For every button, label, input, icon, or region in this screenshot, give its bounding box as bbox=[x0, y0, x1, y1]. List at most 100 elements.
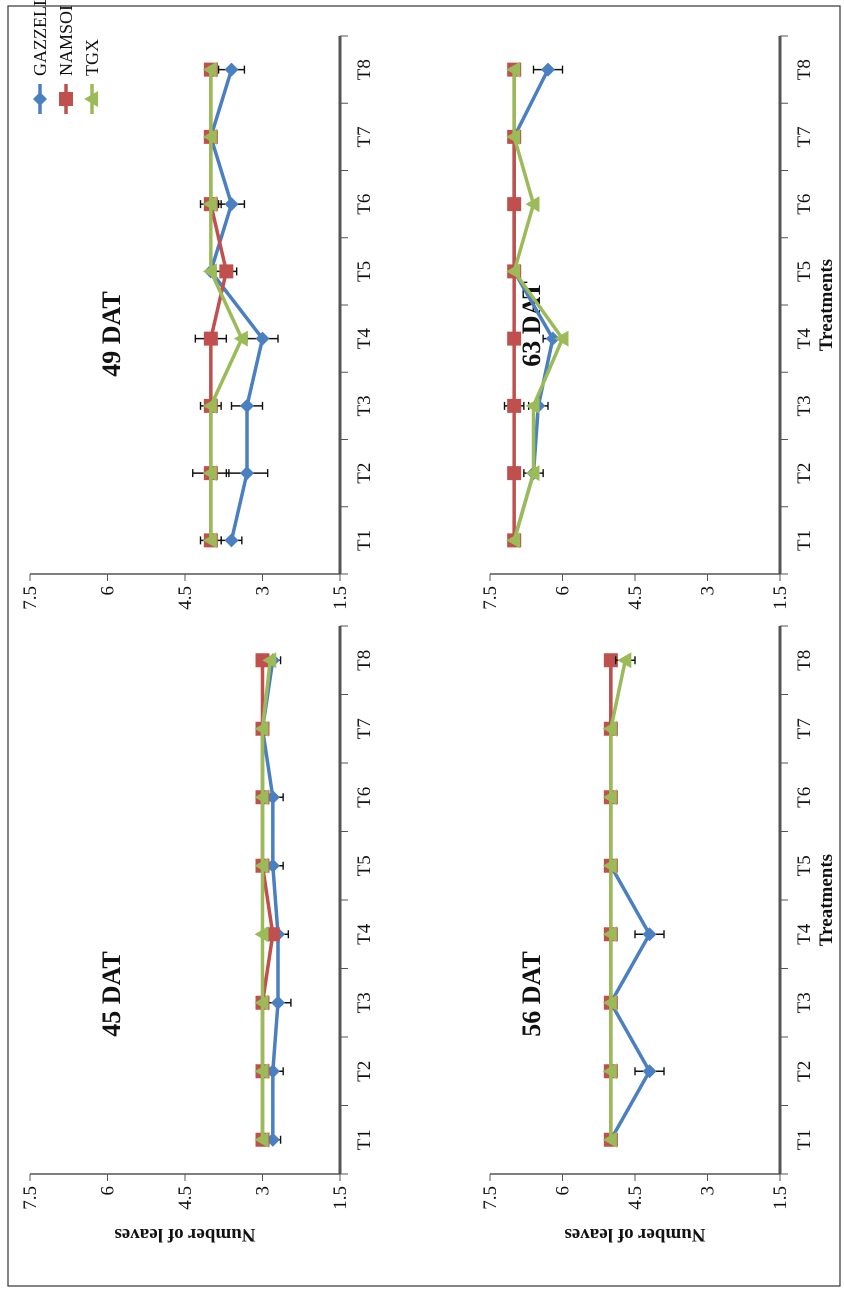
x-tick-label-t2: T2 bbox=[354, 1061, 375, 1082]
x-tick-label-t6: T6 bbox=[794, 194, 815, 215]
x-tick-label-t1: T1 bbox=[354, 530, 375, 551]
data-point-tgx bbox=[202, 465, 217, 482]
data-point-tgx bbox=[254, 1063, 269, 1080]
series-line-tgx bbox=[609, 659, 628, 1140]
y-axis-label: Number of leaves bbox=[114, 1224, 255, 1245]
data-point-gazzelle bbox=[240, 466, 254, 481]
data-point-tgx bbox=[202, 128, 217, 145]
y-tick-label-7-5: 7.5 bbox=[480, 586, 501, 610]
data-point-namsoi bbox=[507, 197, 522, 212]
x-tick-label-t3: T3 bbox=[354, 992, 375, 1013]
data-point-gazzelle bbox=[545, 331, 560, 346]
data-point-tgx bbox=[506, 128, 521, 145]
y-tick-label-6: 6 bbox=[553, 586, 574, 596]
panel-title: 56 DAT bbox=[517, 951, 546, 1036]
data-point-gazzelle bbox=[642, 927, 657, 942]
data-point-tgx bbox=[506, 532, 521, 549]
data-point-tgx bbox=[602, 926, 617, 943]
data-point-gazzelle bbox=[224, 533, 239, 548]
x-tick-label-t8: T8 bbox=[354, 650, 375, 671]
y-tick-label-1-5: 1.5 bbox=[770, 1186, 791, 1210]
y-tick-label-1-5: 1.5 bbox=[330, 1186, 351, 1210]
data-point-tgx bbox=[262, 652, 277, 669]
legend: GAZZELLE NAMSOI TGX bbox=[30, 0, 102, 114]
data-point-tgx bbox=[506, 263, 521, 280]
data-point-tgx bbox=[254, 994, 269, 1011]
y-tick-label-4-5: 4.5 bbox=[625, 586, 646, 610]
series-line-tgx bbox=[512, 69, 565, 541]
y-tick-label-1-5: 1.5 bbox=[770, 586, 791, 610]
data-point-tgx bbox=[202, 532, 217, 549]
data-point-tgx bbox=[617, 652, 632, 669]
data-point-tgx bbox=[254, 1131, 269, 1148]
data-point-gazzelle bbox=[642, 1064, 657, 1079]
legend-label: GAZZELLE bbox=[30, 0, 50, 76]
y-tick-label-6: 6 bbox=[553, 1186, 574, 1196]
data-point-tgx bbox=[525, 196, 540, 213]
y-axis-label: Number of leaves bbox=[564, 1224, 705, 1245]
y-tick-label-3: 3 bbox=[253, 1186, 274, 1196]
y-tick-label-3: 3 bbox=[698, 586, 719, 596]
x-tick-label-t2: T2 bbox=[794, 1061, 815, 1082]
series-line-tgx bbox=[260, 660, 272, 1140]
x-tick-label-t1: T1 bbox=[794, 530, 815, 551]
data-point-tgx bbox=[602, 789, 617, 806]
x-tick-label-t8: T8 bbox=[794, 59, 815, 80]
panel-title: 49 DAT bbox=[97, 291, 126, 376]
data-point-tgx bbox=[602, 994, 617, 1011]
data-point-tgx bbox=[602, 857, 617, 874]
legend-label: TGX bbox=[82, 39, 102, 76]
x-tick-label-t8: T8 bbox=[354, 59, 375, 80]
x-tick-label-t5: T5 bbox=[794, 855, 815, 876]
x-tick-label-t6: T6 bbox=[794, 787, 815, 808]
data-point-tgx bbox=[602, 720, 617, 737]
panel-56-dat: T1 T2 T3 T4 T5 T6 T7 T8 7.5 6 4.5 3 1.5 Number of lea… bbox=[480, 625, 837, 1245]
data-point-namsoi bbox=[265, 927, 280, 942]
x-tick-label-t7: T7 bbox=[794, 718, 815, 739]
legend-entry-tgx: TGX bbox=[82, 39, 102, 114]
data-point-namsoi bbox=[603, 653, 618, 668]
x-axis-label: Treatments bbox=[816, 259, 837, 351]
series-tgx bbox=[506, 61, 569, 549]
data-point-tgx bbox=[202, 397, 217, 414]
y-tick-label-4-5: 4.5 bbox=[175, 1186, 196, 1210]
x-tick-label-t1: T1 bbox=[794, 1129, 815, 1150]
data-point-namsoi bbox=[219, 264, 234, 279]
legend-entry-gazzelle: GAZZELLE bbox=[30, 0, 50, 114]
data-point-gazzelle bbox=[255, 331, 270, 346]
x-tick-label-t1: T1 bbox=[354, 1129, 375, 1150]
data-point-tgx bbox=[554, 330, 569, 347]
data-point-namsoi bbox=[507, 466, 522, 481]
x-tick-label-t2: T2 bbox=[794, 463, 815, 484]
x-tick-label-t4: T4 bbox=[354, 923, 375, 945]
x-tick-label-t6: T6 bbox=[354, 194, 375, 215]
y-tick-label-7-5: 7.5 bbox=[20, 1186, 41, 1210]
y-tick-label-3: 3 bbox=[253, 586, 274, 596]
rotated-figure: T1 T2 T3 T4 T5 T6 T7 T8 7.5 6 4.5 3 1.5 Number of lea… bbox=[20, 0, 837, 1245]
panel-45-dat: T1 T2 T3 T4 T5 T6 T7 T8 7.5 6 4.5 3 1.5 Number of lea… bbox=[20, 625, 375, 1245]
panel-49-dat: T1 T2 T3 T4 T5 T6 T7 T8 7.5 6 4.5 3 1.5 49 DAT bbox=[20, 35, 375, 610]
x-tick-label-t7: T7 bbox=[354, 718, 375, 739]
x-tick-label-t7: T7 bbox=[794, 126, 815, 147]
y-tick-label-7-5: 7.5 bbox=[480, 1186, 501, 1210]
y-tick-label-6: 6 bbox=[98, 586, 119, 596]
data-point-gazzelle bbox=[224, 197, 239, 212]
data-point-tgx bbox=[254, 789, 269, 806]
x-tick-label-t4: T4 bbox=[794, 923, 815, 945]
data-point-gazzelle bbox=[240, 398, 254, 413]
y-tick-label-3: 3 bbox=[698, 1186, 719, 1196]
data-point-tgx bbox=[202, 61, 217, 78]
x-tick-label-t6: T6 bbox=[354, 787, 375, 808]
data-point-gazzelle bbox=[224, 62, 239, 77]
data-point-gazzelle bbox=[541, 62, 555, 77]
data-point-tgx bbox=[525, 465, 540, 482]
data-point-tgx bbox=[602, 1063, 617, 1080]
series-tgx bbox=[254, 652, 277, 1148]
x-tick-label-t3: T3 bbox=[354, 395, 375, 416]
data-point-namsoi bbox=[507, 331, 522, 346]
data-point-tgx bbox=[202, 196, 217, 213]
x-tick-label-t4: T4 bbox=[354, 328, 375, 350]
y-tick-label-7-5: 7.5 bbox=[20, 586, 41, 610]
series-tgx bbox=[602, 652, 636, 1148]
data-point-tgx bbox=[202, 263, 217, 280]
